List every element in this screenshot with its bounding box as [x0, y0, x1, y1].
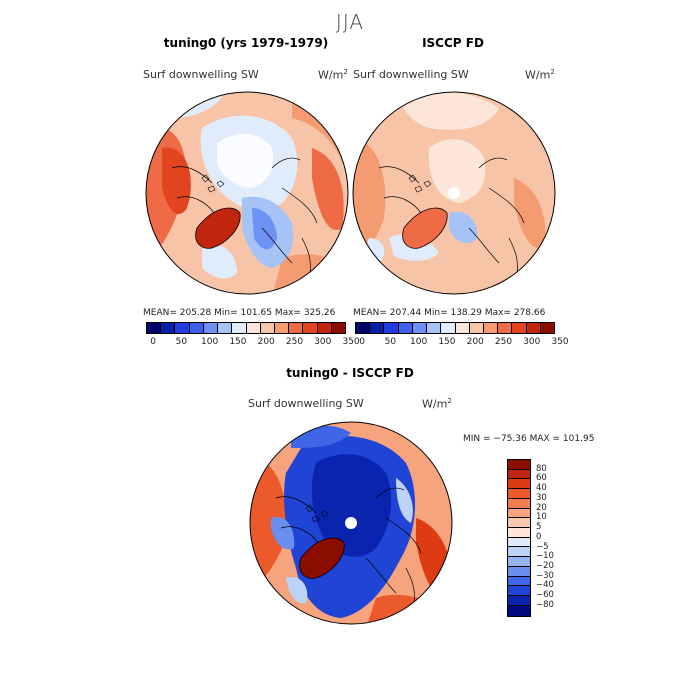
- map-obs: [352, 91, 556, 295]
- unit-label-diff: W/m2: [422, 397, 452, 411]
- colorbar-swatch: [260, 323, 275, 333]
- colorbar-swatch: [508, 528, 530, 538]
- unit-label-model: W/m2: [318, 68, 348, 82]
- colorbar-swatch: [498, 323, 513, 333]
- colorbar-swatch: [508, 489, 530, 499]
- colorbar-tick-label: 20: [536, 502, 547, 513]
- colorbar-tick-label: 100: [410, 337, 428, 347]
- colorbar-swatch: [441, 323, 456, 333]
- colorbar-swatch: [508, 508, 530, 519]
- colorbar-tick-label: 0: [150, 337, 156, 347]
- colorbar-tick-label: 300: [523, 337, 541, 347]
- colorbar-tick-label: 250: [285, 337, 304, 347]
- colorbar-swatch: [175, 323, 190, 333]
- variable-label-obs: Surf downwelling SW: [353, 68, 469, 81]
- colorbar-tick-label: 10: [536, 512, 547, 523]
- colorbar-abs-obs: [355, 322, 555, 334]
- colorbar-swatch: [508, 586, 530, 597]
- colorbar-swatch: [161, 323, 176, 333]
- colorbar-tick-label: 300: [314, 337, 332, 347]
- colorbar-abs-model: [146, 322, 346, 334]
- colorbar-swatch: [469, 323, 484, 333]
- colorbar-tick-label: −5: [536, 541, 549, 552]
- stats-diff: MIN = −75.36 MAX = 101.95: [463, 434, 595, 444]
- colorbar-swatch: [218, 323, 233, 333]
- colorbar-tick-label: 30: [536, 492, 547, 503]
- colorbar-swatch: [526, 323, 541, 333]
- colorbar-swatch: [232, 323, 247, 333]
- colorbar-tick-label: 250: [494, 337, 513, 347]
- colorbar-swatch: [189, 323, 204, 333]
- colorbar-ticks-diff: 80 60 40 30 20 10 5 0 −5 −10 −20 −30 −40 −60 −80: [536, 459, 566, 619]
- colorbar-swatch: [508, 479, 530, 490]
- colorbar-ticks-model: 0 50 100 150 200 250 300 350: [146, 337, 359, 349]
- map-model: [145, 91, 349, 295]
- colorbar-tick-label: −40: [536, 580, 554, 591]
- colorbar-swatch: [508, 605, 530, 616]
- colorbar-ticks-obs: 0 50 100 150 200 250 300 350: [355, 337, 568, 349]
- stats-model: MEAN= 205.28 Min= 101.65 Max= 325.26: [143, 308, 336, 318]
- colorbar-tick-label: 350: [551, 337, 569, 347]
- colorbar-tick-label: 50: [384, 337, 397, 347]
- colorbar-tick-label: 200: [466, 337, 484, 347]
- colorbar-swatch: [508, 547, 530, 558]
- colorbar-swatch: [540, 323, 555, 333]
- colorbar-swatch: [508, 498, 530, 509]
- colorbar-swatch: [508, 596, 530, 606]
- colorbar-tick-label: 5: [536, 522, 542, 533]
- colorbar-swatch: [246, 323, 261, 333]
- colorbar-swatch: [303, 323, 318, 333]
- panel-title-diff: tuning0 - ISCCP FD: [286, 366, 414, 380]
- colorbar-swatch: [370, 323, 385, 333]
- colorbar-tick-label: 0: [536, 531, 542, 542]
- colorbar-swatch: [356, 323, 371, 333]
- colorbar-swatch: [508, 576, 530, 587]
- colorbar-tick-label: −10: [536, 551, 554, 562]
- colorbar-tick-label: 80: [536, 463, 547, 474]
- colorbar-swatch: [289, 323, 304, 333]
- colorbar-swatch: [331, 323, 346, 333]
- colorbar-tick-label: −80: [536, 599, 554, 610]
- figure-title: JJA: [335, 10, 365, 34]
- colorbar-diff: [507, 459, 531, 617]
- colorbar-swatch: [398, 323, 413, 333]
- stats-obs: MEAN= 207.44 Min= 138.29 Max= 278.66: [353, 308, 546, 318]
- colorbar-swatch: [508, 518, 530, 529]
- variable-label-model: Surf downwelling SW: [143, 68, 259, 81]
- colorbar-swatch: [384, 323, 399, 333]
- colorbar-tick-label: 50: [175, 337, 188, 347]
- colorbar-tick-label: 40: [536, 483, 547, 494]
- colorbar-tick-label: 100: [201, 337, 219, 347]
- colorbar-swatch: [508, 566, 530, 577]
- colorbar-swatch: [412, 323, 428, 333]
- map-diff: [249, 421, 453, 625]
- colorbar-swatch: [147, 323, 162, 333]
- panel-title-obs: ISCCP FD: [422, 36, 484, 50]
- colorbar-tick-label: 350: [342, 337, 360, 347]
- colorbar-tick-label: 150: [438, 337, 456, 347]
- colorbar-tick-label: 60: [536, 473, 547, 484]
- colorbar-swatch: [512, 323, 527, 333]
- colorbar-tick-label: 0: [359, 337, 365, 347]
- colorbar-swatch: [508, 460, 530, 470]
- colorbar-tick-label: 200: [257, 337, 275, 347]
- pole-hole-diff: [345, 517, 357, 529]
- colorbar-swatch: [455, 323, 470, 333]
- colorbar-swatch: [483, 323, 499, 333]
- colorbar-tick-label: −30: [536, 570, 554, 581]
- panel-title-model: tuning0 (yrs 1979-1979): [163, 36, 329, 50]
- colorbar-tick-label: 150: [229, 337, 247, 347]
- colorbar-swatch: [203, 323, 219, 333]
- colorbar-tick-label: −20: [536, 561, 554, 572]
- colorbar-swatch: [508, 537, 530, 548]
- pole-hole: [448, 187, 460, 199]
- colorbar-swatch: [508, 557, 530, 567]
- colorbar-swatch: [427, 323, 442, 333]
- colorbar-swatch: [274, 323, 290, 333]
- unit-label-obs: W/m2: [525, 68, 555, 82]
- colorbar-swatch: [317, 323, 332, 333]
- colorbar-tick-label: −60: [536, 590, 554, 601]
- colorbar-swatch: [508, 469, 530, 480]
- variable-label-diff: Surf downwelling SW: [248, 397, 364, 410]
